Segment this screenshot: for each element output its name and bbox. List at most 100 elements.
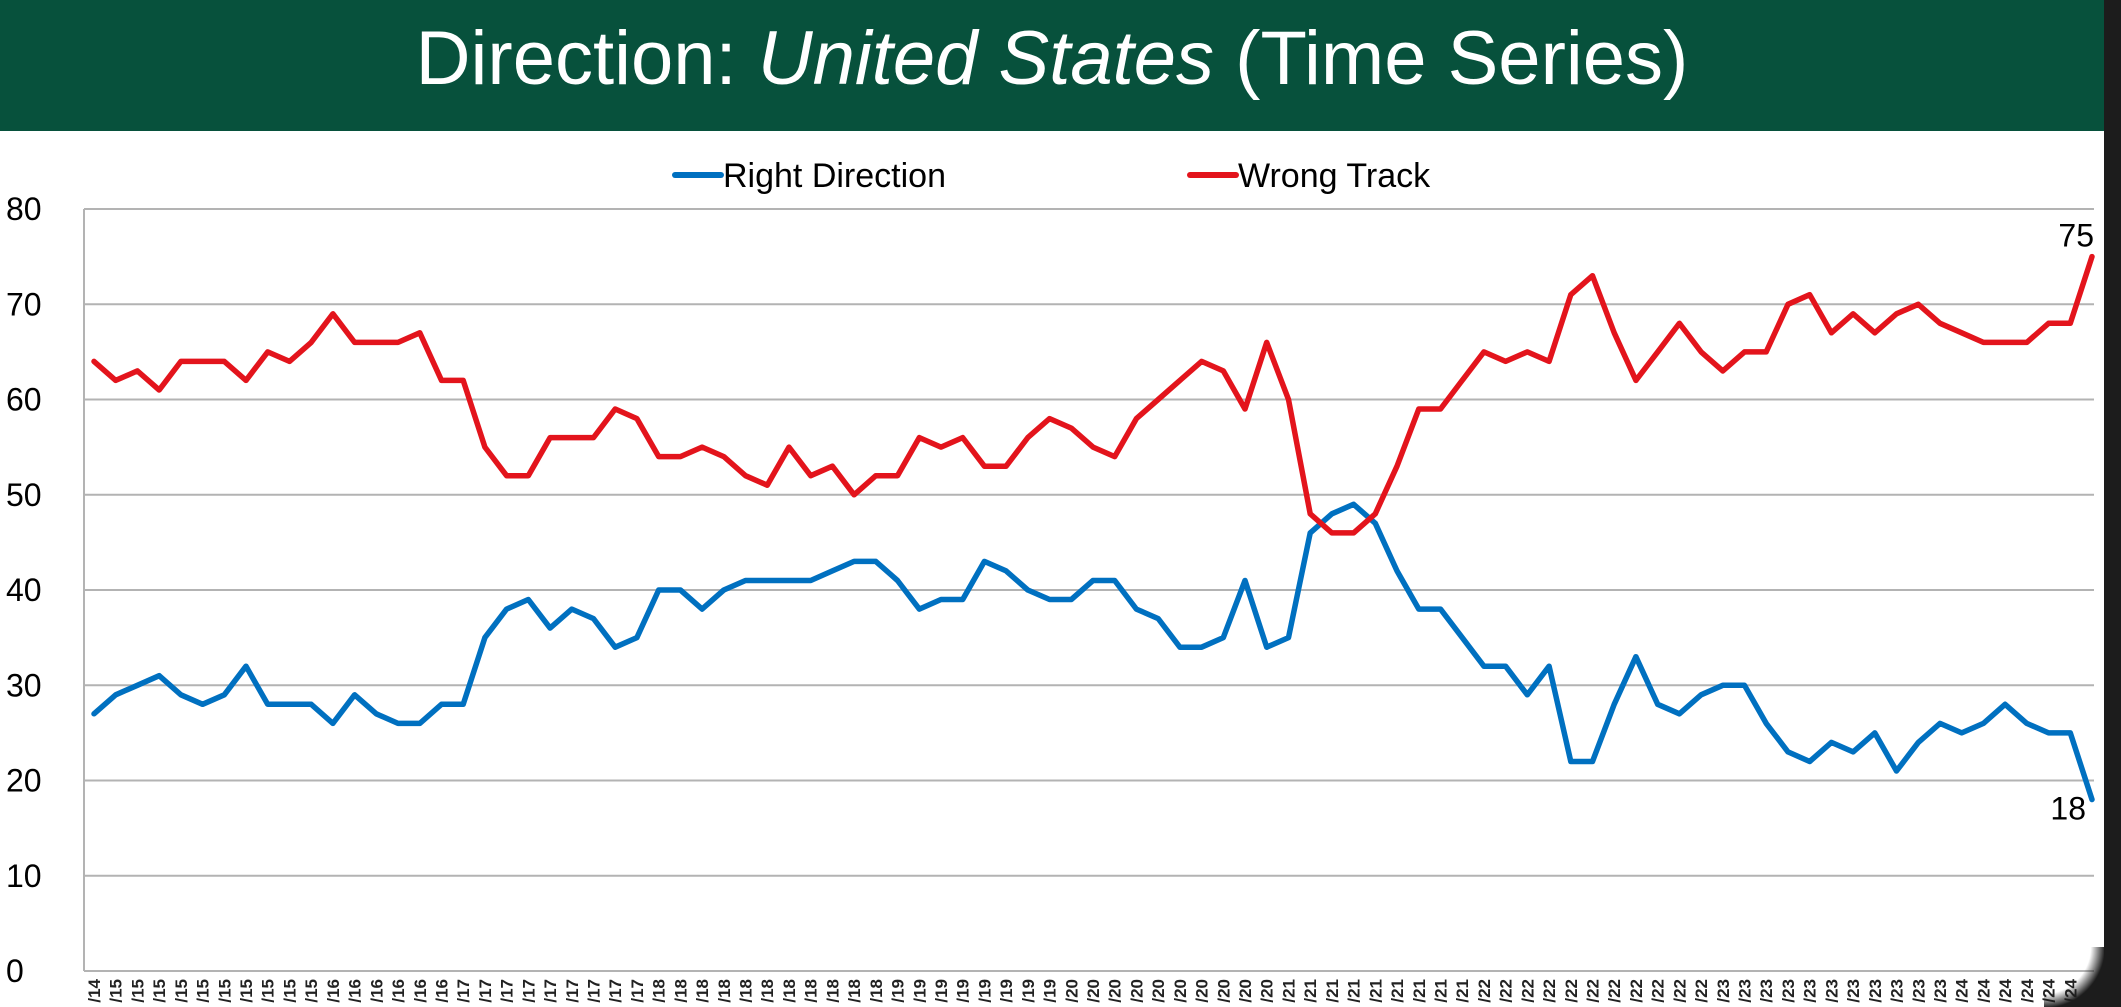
title-bar-notch — [0, 110, 26, 131]
x-tick-label: /24 — [1996, 978, 2015, 1002]
legend: Right Direction Wrong Track — [672, 157, 1431, 195]
x-tick-label: /18 — [845, 979, 864, 1003]
y-tick-label: 60 — [6, 382, 42, 418]
x-tick-label: /17 — [519, 979, 538, 1003]
slide-corner-shadow — [2044, 947, 2104, 1007]
x-tick-label: /24 — [1974, 978, 1993, 1002]
title-suffix: (Time Series) — [1214, 16, 1689, 101]
x-tick-label: /20 — [1084, 979, 1103, 1003]
x-tick-label: /22 — [1562, 979, 1581, 1003]
x-tick-label: /22 — [1518, 979, 1537, 1003]
x-tick-label: /17 — [606, 979, 625, 1003]
x-tick-label: /23 — [1844, 979, 1863, 1003]
y-axis-tick-labels: 0 10 20 30 40 50 60 70 80 — [6, 191, 42, 989]
x-tick-label: /17 — [563, 979, 582, 1003]
x-tick-label: /15 — [150, 979, 169, 1003]
x-tick-label: /20 — [1062, 979, 1081, 1003]
x-tick-label: /18 — [867, 979, 886, 1003]
x-tick-label: /15 — [215, 979, 234, 1003]
x-tick-label: /23 — [1801, 979, 1820, 1003]
x-tick-label: /21 — [1453, 979, 1472, 1003]
x-tick-label: /15 — [107, 979, 126, 1003]
end-label-wrong-track: 75 — [2058, 218, 2094, 254]
x-tick-label: /22 — [1605, 979, 1624, 1003]
x-tick-label: /20 — [1193, 979, 1212, 1003]
x-tick-label: /19 — [1019, 979, 1038, 1003]
x-tick-label: /16 — [432, 979, 451, 1003]
x-tick-label: /23 — [1909, 979, 1928, 1003]
x-tick-label: /19 — [954, 979, 973, 1003]
y-tick-label: 40 — [6, 572, 42, 608]
x-tick-label: /23 — [1866, 979, 1885, 1003]
x-tick-label: /15 — [259, 979, 278, 1003]
x-tick-label: /15 — [302, 979, 321, 1003]
x-tick-label: /20 — [1171, 979, 1190, 1003]
x-tick-label: /21 — [1388, 979, 1407, 1003]
x-tick-label: /20 — [1127, 979, 1146, 1003]
x-tick-label: /19 — [889, 979, 908, 1003]
x-tick-label: /23 — [1931, 979, 1950, 1003]
x-tick-label: /21 — [1410, 979, 1429, 1003]
x-tick-label: /18 — [823, 979, 842, 1003]
x-tick-label: /18 — [671, 979, 690, 1003]
x-tick-label: /20 — [1258, 979, 1277, 1003]
x-axis-tick-labels: /14/15/15/15/15/15/15/15/15/15/15/16/16/… — [85, 978, 2080, 1002]
x-tick-label: /19 — [975, 979, 994, 1003]
x-tick-label: /23 — [1736, 979, 1755, 1003]
x-tick-label: /16 — [367, 979, 386, 1003]
x-tick-label: /17 — [585, 979, 604, 1003]
x-tick-label: /20 — [1236, 979, 1255, 1003]
x-tick-label: /23 — [1714, 979, 1733, 1003]
legend-label: Wrong Track — [1238, 157, 1431, 195]
x-tick-label: /24 — [2018, 978, 2037, 1002]
gridlines — [83, 208, 2094, 972]
x-tick-label: /15 — [128, 979, 147, 1003]
x-tick-label: /23 — [1757, 979, 1776, 1003]
x-tick-label: /22 — [1627, 979, 1646, 1003]
x-tick-label: /17 — [476, 979, 495, 1003]
x-tick-label: /16 — [389, 979, 408, 1003]
x-tick-label: /18 — [737, 979, 756, 1003]
x-tick-label: /21 — [1366, 979, 1385, 1003]
x-tick-label: /17 — [498, 979, 517, 1003]
x-tick-label: /18 — [715, 979, 734, 1003]
x-tick-label: /21 — [1323, 979, 1342, 1003]
x-tick-label: /17 — [454, 979, 473, 1003]
x-tick-label: /18 — [693, 979, 712, 1003]
title-bar — [0, 0, 2104, 131]
end-label-right-direction: 18 — [2050, 791, 2086, 827]
x-tick-label: /15 — [194, 979, 213, 1003]
y-tick-label: 10 — [6, 858, 42, 894]
series-lines — [91, 253, 2095, 803]
y-tick-label: 70 — [6, 286, 42, 322]
x-tick-label: /18 — [802, 979, 821, 1003]
x-tick-label: /22 — [1692, 979, 1711, 1003]
x-tick-label: /17 — [628, 979, 647, 1003]
x-tick-label: /19 — [910, 979, 929, 1003]
title-emphasis: United States — [757, 16, 1215, 101]
x-tick-label: /22 — [1475, 979, 1494, 1003]
x-tick-label: /15 — [172, 979, 191, 1003]
x-tick-label: /15 — [280, 979, 299, 1003]
y-tick-label: 0 — [6, 953, 24, 989]
x-tick-label: /23 — [1779, 979, 1798, 1003]
x-tick-label: /20 — [1149, 979, 1168, 1003]
x-tick-label: /19 — [932, 979, 951, 1003]
x-tick-label: /21 — [1301, 979, 1320, 1003]
x-tick-label: /22 — [1649, 979, 1668, 1003]
x-tick-label: /22 — [1540, 979, 1559, 1003]
x-tick-label: /22 — [1584, 979, 1603, 1003]
x-tick-label: /15 — [237, 979, 256, 1003]
x-tick-label: /23 — [1822, 979, 1841, 1003]
y-tick-label: 80 — [6, 191, 42, 227]
x-tick-label: /16 — [411, 979, 430, 1003]
x-tick-label: /18 — [780, 979, 799, 1003]
x-tick-label: /19 — [1041, 979, 1060, 1003]
x-tick-label: /20 — [1106, 979, 1125, 1003]
x-tick-label: /20 — [1214, 979, 1233, 1003]
chart-title: Direction: United States (Time Series) — [0, 0, 2104, 131]
x-tick-label: /24 — [1953, 978, 1972, 1002]
